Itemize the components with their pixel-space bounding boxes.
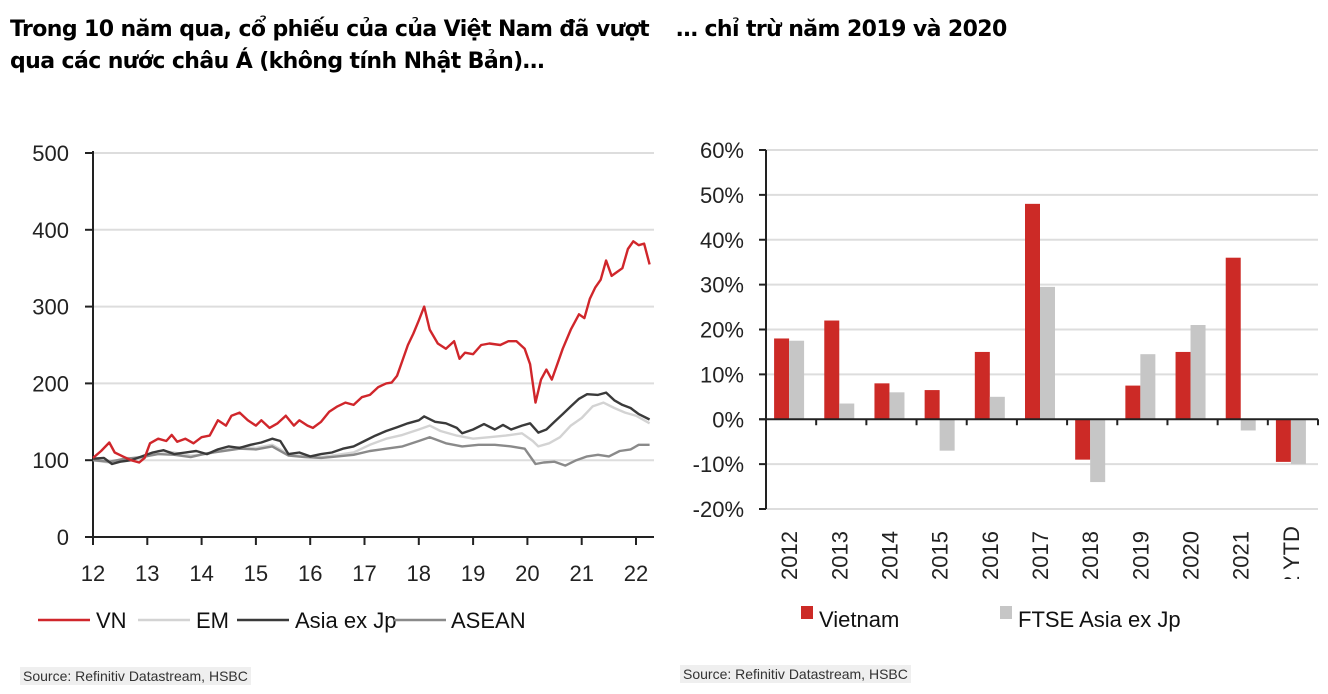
right-source-note: Source: Refinitiv Datastream, HSBC xyxy=(680,665,911,683)
y-tick-label: 400 xyxy=(32,218,69,243)
x-tick-label: 18 xyxy=(407,561,431,586)
bar-ftse-asia-ex-jp-2013 xyxy=(839,403,855,420)
x-category-label: 2012 xyxy=(777,531,802,580)
left-source-note: Source: Refinitiv Datastream, HSBC xyxy=(20,667,251,685)
bar-vietnam-2013 xyxy=(824,320,840,420)
x-tick-label: 15 xyxy=(244,561,268,586)
x-tick-label: 13 xyxy=(135,561,159,586)
y-tick-label: -20% xyxy=(693,497,744,522)
y-tick-label: 50% xyxy=(700,183,744,208)
x-tick-label: 21 xyxy=(569,561,593,586)
x-tick-label: 20 xyxy=(515,561,539,586)
x-tick-label: 16 xyxy=(298,561,322,586)
bar-ftse-asia-ex-jp-2017 xyxy=(1040,286,1055,420)
x-category-label: 2020 xyxy=(1179,531,1204,580)
x-category-label: 2019 xyxy=(1128,531,1153,580)
x-category-label: 2017 xyxy=(1028,531,1053,580)
bar-vietnam-2014 xyxy=(874,383,890,420)
x-tick-label: 14 xyxy=(189,561,213,586)
bar-ftse-asia-ex-jp-2018 xyxy=(1090,419,1106,483)
bar-ftse-asia-ex-jp-2-YTD xyxy=(1290,419,1306,465)
legend-item: FTSE Asia ex Jp xyxy=(1000,606,1181,632)
y-tick-label: 30% xyxy=(700,273,744,298)
x-tick-label: 17 xyxy=(352,561,376,586)
legend-item: ASEAN xyxy=(394,608,526,633)
y-tick-label: 100 xyxy=(32,448,69,473)
y-tick-label: 300 xyxy=(32,295,69,320)
legend-label: EM xyxy=(196,608,229,633)
bar-ftse-asia-ex-jp-2021 xyxy=(1240,419,1256,431)
bar-vietnam-2020 xyxy=(1175,351,1191,420)
legend-item: Asia ex Jp xyxy=(237,608,397,633)
bar-ftse-asia-ex-jp-2014 xyxy=(889,392,905,420)
bar-vietnam-2016 xyxy=(974,351,990,420)
bar-ftse-asia-ex-jp-2012 xyxy=(789,340,805,420)
y-tick-label: 10% xyxy=(700,362,744,387)
bar-vietnam-2019 xyxy=(1125,385,1141,420)
y-tick-label: 0% xyxy=(712,407,744,432)
legend-item: VN xyxy=(38,608,127,633)
y-tick-label: 200 xyxy=(32,371,69,396)
category-labels: 2012 2013 2014 2015 2016 2017 2018 2019 2020 2021… xyxy=(777,526,1304,588)
y-tick-label: 40% xyxy=(700,228,744,253)
bar-vietnam-2017 xyxy=(1025,203,1040,420)
x-category-label: 2021 xyxy=(1229,531,1254,580)
y-tick-label: 60% xyxy=(700,138,744,163)
series-line-asean xyxy=(92,436,650,467)
bar-ftse-asia-ex-jp-2019 xyxy=(1140,354,1156,420)
line-chart-legend: VN EM Asia ex Jp ASEAN xyxy=(38,608,526,633)
legend-label: Vietnam xyxy=(819,607,899,632)
legend-item: Vietnam xyxy=(801,606,899,632)
y-tick-label: 0 xyxy=(57,525,69,550)
legend-label: VN xyxy=(96,608,127,633)
bar-vietnam-2021 xyxy=(1225,257,1241,420)
right-chart-title: … chỉ trừ năm 2019 và 2020 xyxy=(676,17,1007,42)
y-tick-label: 20% xyxy=(700,318,744,343)
legend-label: Asia ex Jp xyxy=(295,608,397,633)
x-category-label: 2014 xyxy=(877,531,902,580)
bar-chart-legend: Vietnam FTSE Asia ex Jp xyxy=(801,606,1181,632)
bar-vietnam-2018 xyxy=(1075,419,1091,460)
left-chart-title: Trong 10 năm qua, cổ phiếu của của Việt … xyxy=(10,17,650,74)
x-tick-label: 12 xyxy=(81,561,105,586)
bar-ftse-asia-ex-jp-2020 xyxy=(1190,325,1206,420)
legend-swatch xyxy=(801,606,813,619)
legend-swatch xyxy=(1000,606,1012,619)
x-category-label: 2018 xyxy=(1078,531,1103,580)
x-category-label: 2015 xyxy=(928,531,953,580)
series-line-asia-ex-jp xyxy=(92,391,651,466)
bar-vietnam-2-YTD xyxy=(1275,419,1291,462)
series-line-vn xyxy=(92,240,651,464)
x-tick-label: 19 xyxy=(461,561,485,586)
x-category-label: 2 YTD xyxy=(1279,526,1304,588)
legend-item: EM xyxy=(138,608,229,633)
y-tick-label: 500 xyxy=(32,141,69,166)
bar-vietnam-2015 xyxy=(924,390,940,420)
x-tick-label: 22 xyxy=(624,561,648,586)
y-tick-label: -10% xyxy=(693,452,744,477)
bar-chart: -20% -10% 0% 10% 20% 30% 40% 50% 60% 2012 2013 2014… xyxy=(693,138,1319,632)
bar-vietnam-2012 xyxy=(774,338,790,420)
line-chart: 0 100 200 300 400 500 12 13 14 15 16 17 18 19 20 21 22 VN… xyxy=(32,141,654,633)
legend-label: FTSE Asia ex Jp xyxy=(1018,607,1181,632)
x-category-label: 2016 xyxy=(978,531,1003,580)
x-category-label: 2013 xyxy=(827,531,852,580)
bar-ftse-asia-ex-jp-2015 xyxy=(939,419,955,451)
legend-label: ASEAN xyxy=(451,608,526,633)
bar-ftse-asia-ex-jp-2016 xyxy=(989,396,1005,420)
